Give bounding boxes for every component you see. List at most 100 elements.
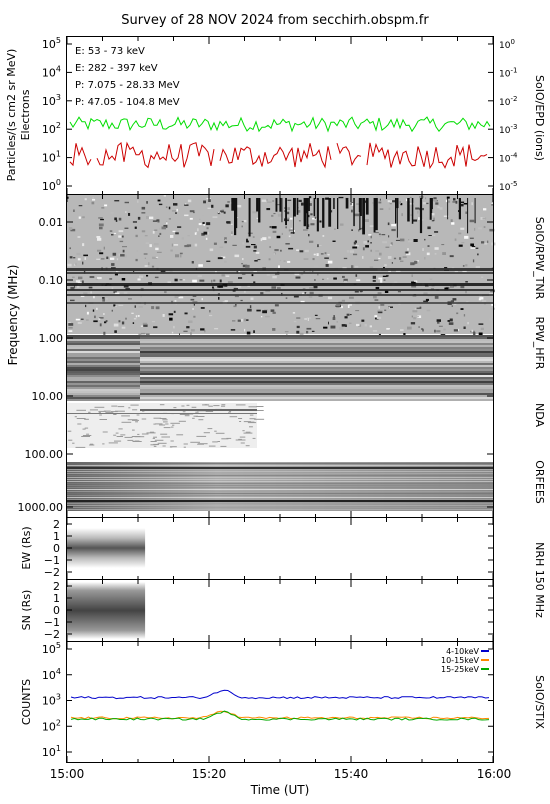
tnr-speckle (157, 221, 160, 223)
nda-speckle (208, 405, 213, 407)
orfees-stripe (67, 491, 493, 492)
tnr-speckle (146, 201, 148, 204)
tnr-speckle (332, 317, 336, 320)
tnr-speckle (214, 328, 219, 330)
tnr-speckle (427, 226, 431, 230)
tnr-burst (407, 198, 410, 222)
nda-speckle (238, 418, 243, 419)
tnr-speckle (233, 305, 237, 308)
nda-speckle (239, 421, 242, 422)
stix-tick: 101 (42, 744, 61, 759)
tnr-speckle (410, 262, 415, 266)
tnr-speckle (235, 304, 237, 306)
tnr-speckle (356, 323, 360, 327)
frequency-tick: 100.00 (25, 448, 64, 461)
tnr-speckle (279, 259, 282, 262)
tnr-speckle (298, 197, 301, 200)
tnr-speckle (261, 316, 263, 318)
tnr-speckle (346, 249, 350, 253)
tnr-speckle (244, 318, 246, 322)
nda-speckle (115, 432, 119, 434)
tnr-speckle (124, 227, 129, 229)
nda-speckle (254, 418, 265, 420)
tnr-speckle (125, 317, 127, 320)
tnr-speckle (175, 303, 177, 305)
stix-tick: 102 (42, 718, 61, 733)
nda-speckle (193, 415, 198, 417)
tnr-burst (281, 198, 283, 223)
tnr-speckle (251, 244, 256, 246)
nda-speckle (208, 445, 216, 447)
orfees-stripe (67, 481, 493, 482)
tnr-speckle (73, 209, 75, 212)
orfees-background (67, 462, 493, 511)
hfr-stripe (140, 365, 493, 367)
tnr-speckle (253, 281, 256, 284)
label-orfees: ORFEES (533, 460, 546, 504)
tnr-speckle (121, 278, 126, 281)
nda-speckle (195, 416, 205, 417)
tnr-speckle (163, 225, 168, 228)
tnr-speckle (374, 259, 379, 261)
tnr-speckle (96, 258, 100, 260)
nda-speckle (99, 419, 107, 420)
hfr-stripe (140, 381, 493, 383)
tnr-speckle (70, 299, 75, 302)
tnr-speckle (481, 276, 484, 278)
tnr-speckle (242, 258, 244, 261)
tnr-speckle (158, 235, 160, 237)
hfr-stripe (67, 363, 140, 365)
tnr-speckle (384, 309, 387, 311)
tnr-speckle (246, 238, 248, 242)
tnr-speckle (217, 211, 220, 214)
tnr-speckle (425, 298, 429, 301)
tnr-speckle (367, 240, 369, 243)
tnr-speckle (478, 298, 482, 301)
tnr-speckle (209, 199, 211, 202)
tnr-speckle (296, 317, 301, 319)
frequency-tick: 1.00 (39, 332, 64, 345)
tnr-speckle (437, 321, 440, 324)
tnr-speckle (100, 258, 105, 260)
tnr-speckle (213, 279, 216, 282)
tnr-speckle (82, 243, 85, 247)
tnr-burst (365, 198, 369, 215)
stix-tick: 105 (42, 641, 61, 656)
nda-speckle (198, 443, 208, 445)
tnr-speckle (252, 211, 258, 214)
nda-speckle (178, 420, 186, 422)
tnr-speckle (115, 292, 120, 295)
epd-series-0 (69, 116, 491, 133)
tnr-speckle (303, 258, 309, 260)
tnr-speckle (179, 252, 183, 255)
tnr-speckle (484, 242, 488, 245)
hfr-stripe (140, 387, 493, 389)
tnr-speckle (99, 317, 104, 319)
tnr-speckle (168, 206, 171, 210)
tnr-speckle (166, 222, 168, 225)
tnr-speckle (200, 328, 205, 331)
tnr-burst (285, 198, 287, 226)
tnr-burst (447, 198, 449, 220)
orfees-stripe (67, 485, 493, 486)
frequency-tick-labels: 0.01 0.10 1.00 10.00 100.00 1000.00 (18, 216, 64, 514)
hfr-stripe (140, 349, 493, 351)
label-nrh-150: NRH 150 MHz (533, 542, 546, 618)
tnr-speckle (467, 322, 469, 325)
tnr-speckle (83, 254, 88, 257)
tnr-speckle (343, 280, 348, 284)
tnr-speckle (338, 196, 344, 199)
tnr-burst (419, 198, 423, 234)
tnr-speckle (445, 199, 448, 203)
tnr-speckle (268, 236, 271, 239)
time-axis-label: Time (UT) (250, 783, 310, 797)
nrh-ew-image (67, 528, 146, 568)
tnr-speckle (148, 262, 150, 265)
orfees-stripe (67, 465, 493, 466)
tnr-speckle (141, 212, 146, 214)
tnr-speckle (278, 265, 280, 268)
tnr-speckle (155, 247, 159, 251)
tnr-speckle (272, 230, 277, 233)
